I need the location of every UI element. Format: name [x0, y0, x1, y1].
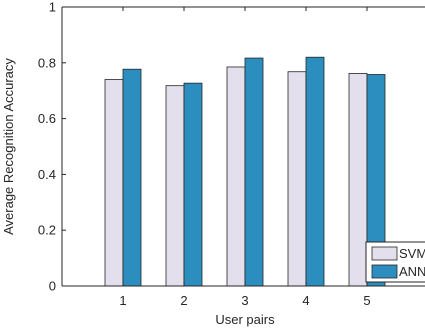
x-tick-label: 4: [302, 293, 309, 308]
bar-svm-2: [165, 85, 185, 287]
x-tick-label: 2: [180, 293, 187, 308]
y-tick-label: 0.8: [38, 55, 56, 70]
bar-ann-4: [305, 56, 325, 287]
y-tick-label: 0.4: [38, 167, 56, 182]
y-tick-label: 0.6: [38, 111, 56, 126]
x-tick-label: 1: [119, 293, 126, 308]
bar-svm-1: [104, 79, 124, 287]
legend-label-svm: SVM: [399, 246, 425, 261]
legend-swatch-ann: [371, 264, 398, 279]
bar-svm-5: [348, 73, 368, 287]
bar-svm-3: [226, 66, 246, 287]
bar-ann-1: [122, 68, 142, 287]
bar-ann-2: [183, 82, 203, 287]
ticks-group: 0 0.2 0.4 0.6 0.8 1 1 2 3 4 5: [38, 0, 371, 308]
x-tick-label: 3: [241, 293, 248, 308]
legend-swatch-svm: [371, 246, 398, 261]
y-tick-label: 1: [49, 0, 56, 15]
legend-label-ann: ANN: [399, 264, 425, 279]
x-tick-label: 5: [363, 293, 370, 308]
legend: SVM ANN: [365, 241, 425, 283]
y-axis-label: Average Recognition Accuracy: [1, 58, 16, 235]
bar-svm-4: [287, 71, 307, 287]
y-tick-label: 0.2: [38, 223, 56, 238]
y-tick-label: 0: [49, 279, 56, 294]
bars-group: [104, 56, 386, 287]
x-axis-label: User pairs: [215, 312, 275, 327]
bar-ann-3: [244, 57, 264, 287]
